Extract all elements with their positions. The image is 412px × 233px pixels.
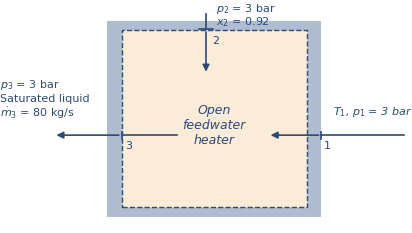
Text: 2: 2: [213, 36, 220, 46]
Text: 3: 3: [126, 141, 133, 151]
Text: $\dot{m}_3$ = 80 kg/s: $\dot{m}_3$ = 80 kg/s: [0, 105, 75, 121]
Text: $p_2$ = 3 bar: $p_2$ = 3 bar: [216, 2, 276, 16]
Text: 1: 1: [323, 141, 330, 151]
Bar: [122, 30, 307, 207]
Bar: [107, 21, 321, 217]
Text: Saturated liquid: Saturated liquid: [0, 94, 90, 104]
Text: $x_2$ = 0.92: $x_2$ = 0.92: [216, 15, 270, 29]
Text: Open
feedwater
heater: Open feedwater heater: [183, 104, 246, 147]
Text: $p_3$ = 3 bar: $p_3$ = 3 bar: [0, 78, 60, 92]
Text: $T_1$, $p_1$ = 3 bar: $T_1$, $p_1$ = 3 bar: [332, 105, 412, 119]
